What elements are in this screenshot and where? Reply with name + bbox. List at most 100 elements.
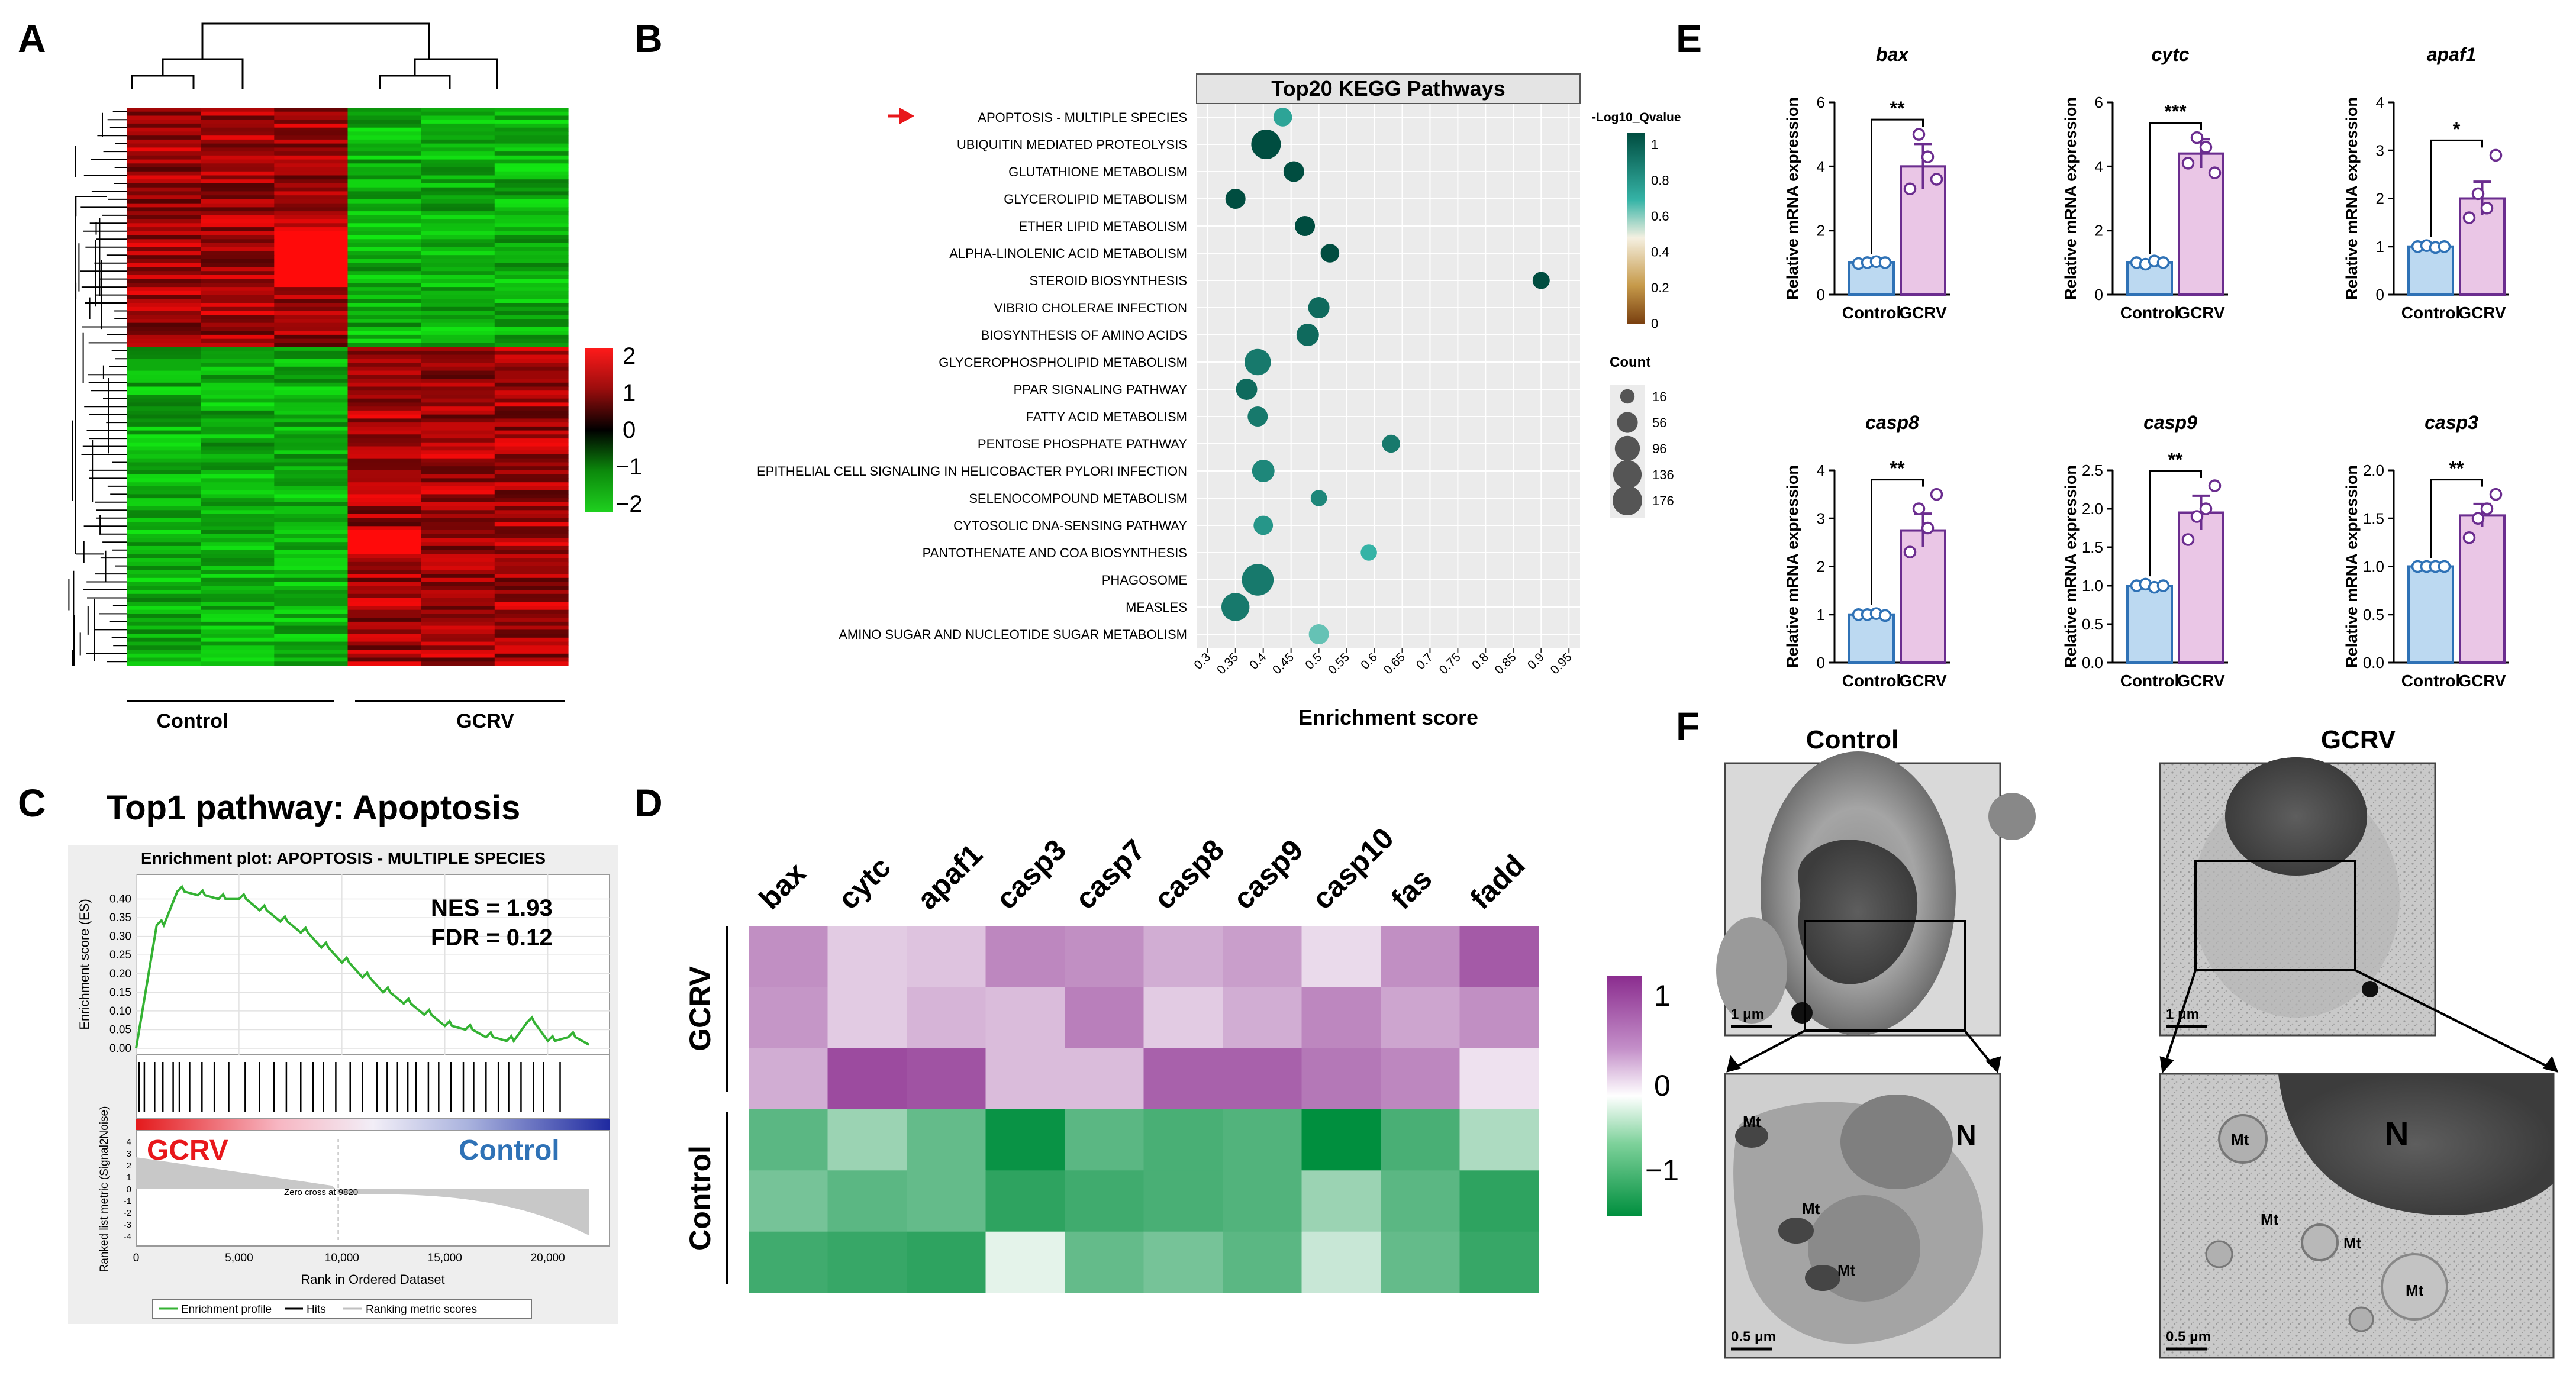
heatmap-cell [494, 370, 569, 375]
heatmap-cell [127, 331, 201, 335]
heatmap-cell [274, 354, 349, 359]
heatmap-cell [347, 558, 422, 563]
tick: 0 [1654, 1069, 1671, 1102]
heatmap-cell [421, 650, 495, 654]
heatmap-cell [985, 1048, 1065, 1110]
heatmap-cell [347, 370, 422, 375]
heatmap-cell [274, 235, 349, 240]
b-x-ticks: 0.3 0.35 0.4 0.45 0.5 0.55 0.6 0.65 0.7 0.75 0.8 0.… [1191, 648, 1575, 677]
d-group-gcrv: GCRV [684, 966, 717, 1051]
heatmap-cell [1459, 1170, 1539, 1232]
heatmap-cell [201, 470, 275, 475]
heatmap-cell [494, 645, 569, 650]
heatmap-cell [494, 211, 569, 216]
heatmap-cell [494, 203, 569, 208]
heatmap-cell [347, 545, 422, 551]
bar [2407, 565, 2454, 664]
heatmap-cell [201, 123, 275, 128]
heatmap-cell [494, 191, 569, 196]
heatmap-cell [494, 395, 569, 399]
heatmap-cell [127, 653, 201, 658]
b-size-legend: 16 56 96 136 176 [1613, 389, 1674, 515]
heatmap-cell [494, 446, 569, 451]
heatmap-cell [347, 653, 422, 658]
heatmap-cell [201, 402, 275, 407]
heatmap-cell [421, 554, 495, 558]
column-label: fas [1385, 862, 1439, 916]
heatmap-cell [274, 151, 349, 156]
heatmap-cell [201, 366, 275, 372]
heatmap-cell [127, 195, 201, 200]
bubble-point [1273, 108, 1292, 127]
heatmap-cell [494, 223, 569, 228]
heatmap-cell [494, 179, 569, 184]
heatmap-cell [421, 127, 495, 132]
heatmap-cell [127, 645, 201, 650]
heatmap-cell [494, 490, 569, 495]
heatmap-cell [274, 143, 349, 148]
heatmap-cell [347, 498, 422, 503]
heatmap-cell [201, 554, 275, 558]
heatmap-cell [274, 123, 349, 128]
heatmap-cell [274, 311, 349, 315]
heatmap-cell [421, 211, 495, 216]
heatmap-cell [494, 120, 569, 124]
pathway-label: MEASLES [1126, 600, 1187, 615]
gene-title: casp9 [2143, 412, 2197, 433]
heatmap-cell [201, 263, 275, 267]
b-dots [1221, 108, 1550, 644]
b-pathway-labels: APOPTOSIS - MULTIPLE SPECIES UBIQUITIN ME… [757, 110, 1187, 642]
heatmap-cell [494, 139, 569, 144]
heatmap-cell [494, 207, 569, 212]
y2-tick-label: -4 [124, 1232, 131, 1242]
heatmap-cell [127, 566, 201, 570]
data-point [2156, 579, 2170, 592]
heatmap-cell [347, 590, 422, 595]
pathway-label: GLYCEROPHOSPHOLIPID METABOLISM [939, 355, 1187, 370]
heatmap-cell [494, 155, 569, 160]
tem-gcrv-lowmag: 1 μm [2159, 757, 2436, 1037]
x-tick-label: 0.9 [1525, 650, 1547, 672]
y-tick-label: 3 [1817, 509, 1825, 527]
heatmap-cell [127, 366, 201, 372]
heatmap-cell [494, 570, 569, 574]
heatmap-cell [494, 259, 569, 264]
heatmap-cell [127, 319, 201, 324]
heatmap-cell [127, 634, 201, 638]
heatmap-cell [347, 271, 422, 276]
heatmap-cell [347, 299, 422, 304]
heatmap-cell [347, 319, 422, 324]
heatmap-cell [274, 650, 349, 654]
heatmap-cell [347, 207, 422, 212]
heatmap-cell [347, 275, 422, 280]
heatmap-cell [421, 526, 495, 531]
heatmap-cell [127, 606, 201, 611]
b-size-title: Count [1610, 354, 1650, 370]
data-point [1912, 128, 1926, 141]
heatmap-cell [749, 1048, 828, 1110]
panel-f-tem: Control GCRV 1 μm 1 μm N Mt Mt Mt 0.5 μm [1716, 725, 2559, 1359]
heatmap-cell [421, 143, 495, 148]
heatmap-cell [421, 566, 495, 570]
heatmap-cell [201, 359, 275, 363]
heatmap-cell [827, 1170, 907, 1232]
heatmap-cell [347, 303, 422, 308]
heatmap-cell [347, 586, 422, 590]
heatmap-cell [421, 490, 495, 495]
heatmap-cell [201, 609, 275, 614]
heatmap-cell [201, 199, 275, 204]
heatmap-cell [127, 438, 201, 443]
data-point [2181, 157, 2195, 170]
heatmap-cell [985, 987, 1065, 1049]
bar [2407, 245, 2454, 296]
heatmap-cell [127, 506, 201, 511]
data-point [2489, 148, 2503, 162]
c-fdr: FDR = 0.12 [431, 925, 553, 951]
heatmap-cell [347, 490, 422, 495]
heatmap-cell [127, 650, 201, 654]
heatmap-cell [201, 454, 275, 459]
heatmap-cell [274, 661, 349, 666]
heatmap-cell [274, 518, 349, 523]
heatmap-cell [749, 1170, 828, 1232]
heatmap-cell [347, 530, 422, 535]
